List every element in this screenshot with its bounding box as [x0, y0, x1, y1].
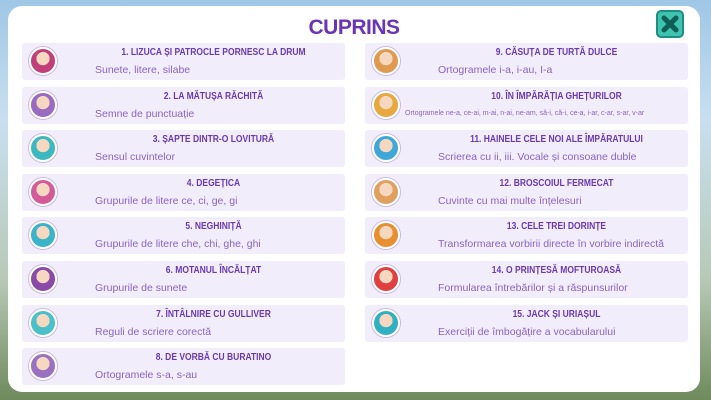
chapter-item[interactable]: 4. DEGEȚICA Grupurile de litere ce, ci, g…	[22, 173, 345, 211]
chapter-item[interactable]: 6. MOTANUL ÎNCĂLȚAT Grupurile de sunete	[22, 261, 345, 298]
chapter-avatar-icon	[372, 308, 400, 337]
chapter-title: 1. LIZUCA ȘI PATROCLE PORNESC LA DRUM	[121, 47, 306, 58]
chapter-subtitle: Exerciții de îmbogățire a vocabularului	[438, 325, 616, 338]
chapter-title: 6. MOTANUL ÎNCĂLȚAT	[165, 265, 262, 276]
chapter-subtitle: Sunete, litere, silabe	[95, 64, 191, 76]
chapter-subtitle: Scrierea cu ii, iii. Vocale și consoane …	[438, 151, 637, 164]
chapter-avatar-icon	[29, 352, 57, 381]
chapter-subtitle: Semne de punctuație	[95, 107, 195, 120]
chapter-title: 4. DEGEȚICA	[186, 177, 241, 189]
chapter-avatar-icon	[29, 265, 57, 293]
chapter-subtitle: Grupurile de sunete	[95, 282, 188, 294]
close-button[interactable]	[656, 10, 684, 38]
chapter-subtitle: Transformarea vorbirii directe în vorbir…	[438, 238, 665, 251]
chapter-item[interactable]: 14. O PRINȚESĂ MOFTUROASĂ Formularea într…	[365, 261, 688, 298]
chapter-subtitle: Ortogramele i-a, i-au, I-a	[438, 64, 553, 76]
chapter-avatar-icon	[29, 134, 57, 163]
chapter-item[interactable]: 3. ȘAPTE DINTR-O LOVITURĂ Sensul cuvintel…	[22, 130, 345, 168]
page-title: CUPRINS	[308, 16, 400, 39]
chapter-item[interactable]: 15. JACK ȘI URIAȘUL Exerciții de îmbogăți…	[365, 304, 688, 342]
chapter-title: 9. CĂSUȚA DE TURTĂ DULCE	[495, 47, 618, 58]
close-x-icon	[661, 15, 679, 33]
chapter-title: 10. ÎN ÎMPĂRĂȚIA GHEȚURILOR	[491, 90, 622, 102]
chapter-item[interactable]: 11. HAINELE CELE NOI ALE ÎMPĂRATULUI Scri…	[365, 130, 688, 168]
chapter-item[interactable]: 7. ÎNTÂLNIRE CU GULLIVER Reguli de scrier…	[22, 304, 345, 342]
chapter-title: 14. O PRINȚESĂ MOFTUROASĂ	[491, 265, 622, 276]
chapter-item[interactable]: 10. ÎN ÎMPĂRĂȚIA GHEȚURILOR Ortogramele n…	[365, 86, 688, 124]
chapter-item[interactable]: 2. LA MĂTUȘA RĂCHITĂ Semne de punctuație	[22, 86, 345, 124]
chapter-subtitle: Ortogramele s-a, s-au	[95, 369, 198, 382]
chapter-avatar-icon	[372, 47, 400, 75]
chapter-subtitle: Grupurile de litere che, chi, ghe, ghi	[95, 238, 261, 251]
chapter-subtitle: Ortogramele ne-a, ce-ai, m-ai, n-ai, ne-…	[405, 109, 645, 117]
chapter-subtitle: Formularea întrebărilor și a răspunsuril…	[438, 282, 628, 294]
table-of-contents-panel: CUPRINS 1. LIZUCA ȘI PATROCLE PORNESC LA…	[8, 6, 700, 392]
chapter-title: 12. BROSCOIUL FERMECAT	[499, 177, 614, 189]
chapter-item[interactable]: 12. BROSCOIUL FERMECAT Cuvinte cu mai mul…	[365, 173, 688, 211]
chapter-avatar-icon	[29, 221, 57, 250]
chapter-title: 5. NEGHINIȚĂ	[185, 221, 242, 233]
chapter-avatar-icon	[372, 221, 400, 250]
chapter-avatar-icon	[29, 90, 57, 119]
chapter-title: 15. JACK ȘI URIAȘUL	[512, 308, 601, 320]
chapter-subtitle: Sensul cuvintelor	[95, 151, 175, 164]
chapter-avatar-icon	[29, 177, 57, 206]
chapter-item[interactable]: 8. DE VORBĂ CU BURATINO Ortogramele s-a, …	[22, 348, 345, 386]
chapter-avatar-icon	[372, 90, 400, 119]
chapter-title: 3. ȘAPTE DINTR-O LOVITURĂ	[152, 134, 275, 146]
chapter-title: 8. DE VORBĂ CU BURATINO	[155, 352, 272, 364]
chapter-item[interactable]: 1. LIZUCA ȘI PATROCLE PORNESC LA DRUM Sun…	[22, 43, 345, 80]
chapter-avatar-icon	[29, 308, 57, 337]
chapter-subtitle: Reguli de scriere corectă	[95, 325, 212, 338]
chapter-avatar-icon	[372, 177, 400, 206]
chapter-subtitle: Grupurile de litere ce, ci, ge, gi	[95, 194, 238, 207]
chapter-item[interactable]: 9. CĂSUȚA DE TURTĂ DULCE Ortogramele i-a,…	[365, 43, 688, 80]
chapter-avatar-icon	[29, 47, 57, 75]
chapter-avatar-icon	[372, 134, 400, 163]
chapter-title: 2. LA MĂTUȘA RĂCHITĂ	[163, 90, 264, 102]
chapter-item[interactable]: 5. NEGHINIȚĂ Grupurile de litere che, chi…	[22, 217, 345, 255]
chapter-item[interactable]: 13. CELE TREI DORINȚE Transformarea vorbi…	[365, 217, 688, 255]
chapter-subtitle: Cuvinte cu mai multe înțelesuri	[438, 194, 582, 207]
chapter-title: 13. CELE TREI DORINȚE	[506, 221, 607, 233]
chapter-title: 7. ÎNTÂLNIRE CU GULLIVER	[156, 308, 271, 320]
chapter-avatar-icon	[372, 265, 400, 293]
chapter-title: 11. HAINELE CELE NOI ALE ÎMPĂRATULUI	[470, 134, 643, 146]
